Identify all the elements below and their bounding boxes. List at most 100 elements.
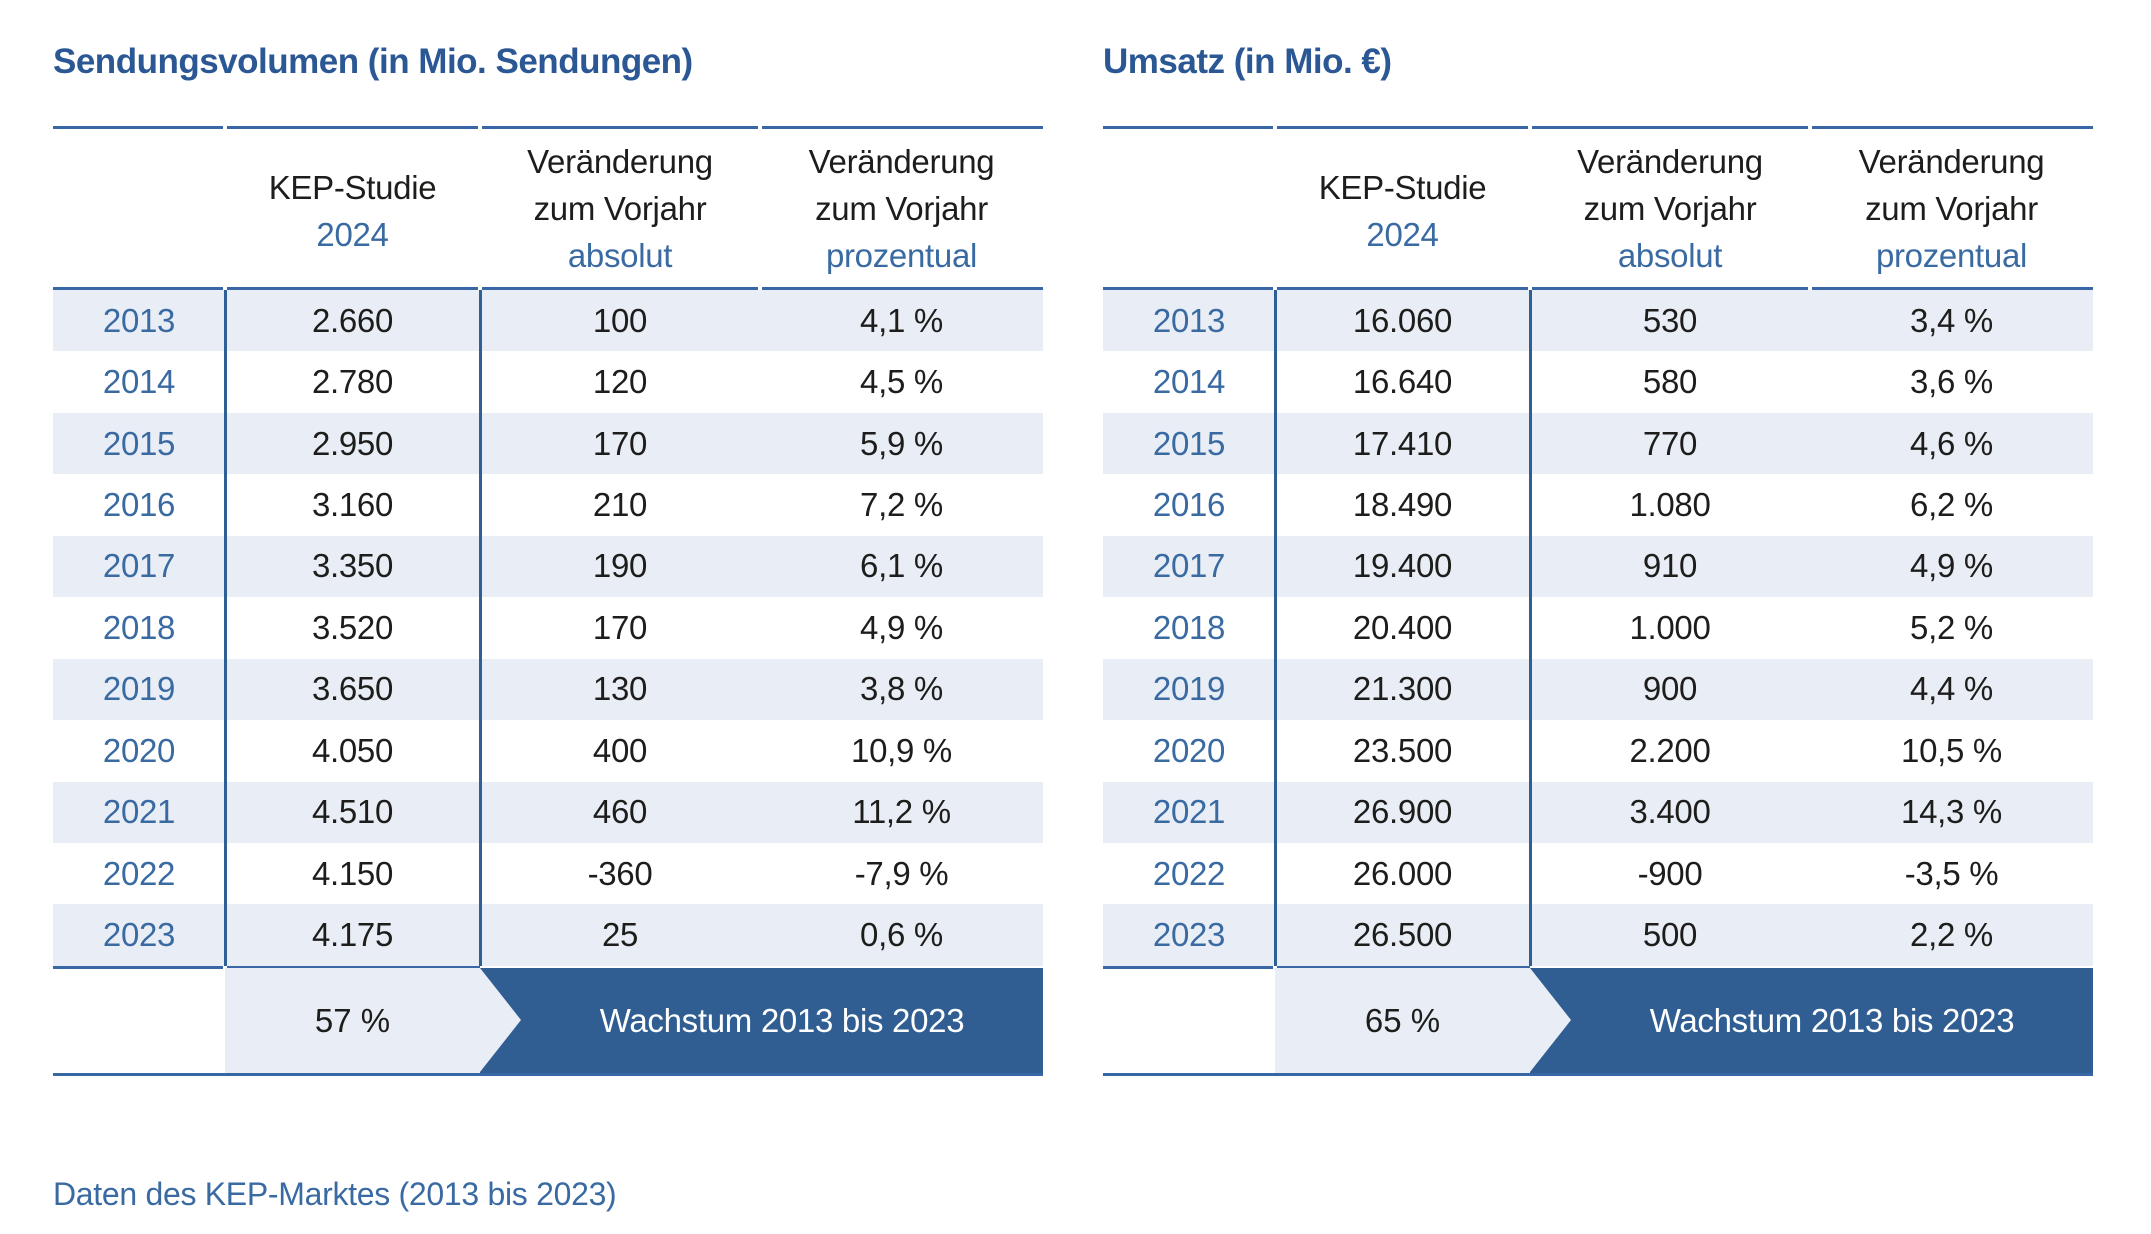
body-rule-segment — [482, 287, 758, 290]
table-header: KEP-Studie 2024 Veränderung zum Vorjahr … — [1103, 129, 2093, 287]
body-rule-segment — [1103, 287, 1273, 290]
abs-change-cell: 500 — [1642, 916, 1698, 954]
year-cell: 2017 — [1152, 547, 1226, 585]
bottom-rule — [53, 1073, 1043, 1076]
body-rule-segment — [1812, 287, 2093, 290]
pct-change-cell: 3,4 % — [1910, 301, 1993, 339]
year-cell: 2020 — [1152, 731, 1226, 769]
pct-change-cell: 5,9 % — [860, 424, 943, 462]
year-cell: 2021 — [1152, 793, 1226, 831]
growth-banner: Wachstum 2013 bis 2023 — [1530, 968, 2093, 1073]
header-percent-label: prozentual — [1875, 236, 2028, 274]
table-row: 2014 2.780 120 4,5 % — [53, 351, 1043, 412]
table-row: 2016 18.490 1.080 6,2 % — [1103, 474, 2093, 535]
abs-change-cell: 130 — [592, 670, 648, 708]
pct-change-cell: -7,9 % — [854, 854, 949, 892]
year-cell: 2013 — [102, 301, 176, 339]
year-cell: 2017 — [102, 547, 176, 585]
study-value-cell: 4.050 — [311, 731, 394, 769]
study-value-cell: 16.060 — [1352, 301, 1453, 339]
header-cell-change-percent: Veränderung zum Vorjahr prozentual — [1810, 138, 2093, 279]
abs-change-cell: 770 — [1642, 424, 1698, 462]
table-row: 2020 23.500 2.200 10,5 % — [1103, 720, 2093, 781]
table-row: 2020 4.050 400 10,9 % — [53, 720, 1043, 781]
year-cell: 2020 — [102, 731, 176, 769]
header-rule-segment — [762, 126, 1043, 129]
header-absolute-label: absolut — [567, 236, 673, 274]
abs-change-cell: 190 — [592, 547, 648, 585]
study-value-cell: 20.400 — [1352, 608, 1453, 646]
abs-change-cell: 900 — [1642, 670, 1698, 708]
header-study-name: KEP-Studie — [268, 169, 437, 206]
pct-change-cell: 4,5 % — [860, 363, 943, 401]
pct-change-cell: 10,9 % — [851, 731, 952, 769]
abs-change-cell: 25 — [601, 916, 639, 954]
header-rule-segment — [482, 126, 758, 129]
body-rule-segment — [227, 287, 478, 290]
column-divider — [224, 290, 227, 966]
growth-banner-label: Wachstum 2013 bis 2023 — [1649, 1001, 2015, 1039]
study-value-cell: 18.490 — [1352, 486, 1453, 524]
abs-change-cell: 910 — [1642, 547, 1698, 585]
year-cell: 2023 — [1152, 916, 1226, 954]
header-study-year: 2024 — [1366, 216, 1439, 253]
pct-change-cell: 0,6 % — [860, 916, 943, 954]
year-cell: 2021 — [102, 793, 176, 831]
table-row: 2017 19.400 910 4,9 % — [1103, 535, 2093, 598]
study-value-cell: 23.500 — [1352, 731, 1453, 769]
header-cell-study: KEP-Studie 2024 — [225, 158, 480, 258]
footer-rule-segment — [1277, 966, 1530, 969]
growth-value: 57 % — [225, 968, 480, 1073]
study-value-cell: 2.660 — [311, 301, 394, 339]
year-cell: 2016 — [102, 486, 176, 524]
pct-change-cell: 3,8 % — [860, 670, 943, 708]
abs-change-cell: 1.000 — [1629, 608, 1711, 646]
pct-change-cell: 10,5 % — [1901, 731, 2002, 769]
table-row: 2018 3.520 170 4,9 % — [53, 597, 1043, 658]
growth-banner: Wachstum 2013 bis 2023 — [480, 968, 1043, 1073]
study-value-cell: 3.650 — [311, 670, 394, 708]
abs-change-cell: 3.400 — [1629, 793, 1711, 831]
abs-change-cell: 170 — [592, 424, 648, 462]
table-row: 2013 16.060 530 3,4 % — [1103, 290, 2093, 352]
body-rule-segment — [762, 287, 1043, 290]
pct-change-cell: -3,5 % — [1904, 854, 1999, 892]
year-cell: 2019 — [1152, 670, 1226, 708]
table-row: 2015 17.410 770 4,6 % — [1103, 412, 2093, 475]
abs-change-cell: 120 — [592, 363, 648, 401]
column-divider — [1529, 290, 1532, 966]
study-value-cell: 19.400 — [1352, 547, 1453, 585]
pct-change-cell: 6,1 % — [860, 547, 943, 585]
header-change-line2: zum Vorjahr — [1865, 189, 2038, 227]
figure-caption: Daten des KEP-Marktes (2013 bis 2023) — [53, 1176, 617, 1212]
summary-row: Wachstum 2013 bis 2023 65 % — [1103, 968, 2093, 1073]
table-title: Sendungsvolumen (in Mio. Sendungen) — [53, 42, 693, 81]
table-title: Umsatz (in Mio. €) — [1103, 42, 1392, 81]
summary-row: Wachstum 2013 bis 2023 57 % — [53, 968, 1043, 1073]
study-value-cell: 26.000 — [1352, 854, 1453, 892]
study-value-cell: 26.500 — [1352, 916, 1453, 954]
header-change-line2: zum Vorjahr — [815, 189, 988, 227]
growth-banner-label: Wachstum 2013 bis 2023 — [599, 1001, 965, 1039]
table-row: 2021 4.510 460 11,2 % — [53, 781, 1043, 843]
abs-change-cell: -360 — [587, 854, 653, 892]
year-cell: 2016 — [1152, 486, 1226, 524]
study-value-cell: 2.950 — [311, 424, 394, 462]
abs-change-cell: 2.200 — [1629, 731, 1711, 769]
study-value-cell: 4.510 — [311, 793, 394, 831]
abs-change-cell: 530 — [1642, 301, 1698, 339]
study-value-cell: 2.780 — [311, 363, 394, 401]
study-value-cell: 4.150 — [311, 854, 394, 892]
study-value-cell: 3.160 — [311, 486, 394, 524]
abs-change-cell: 170 — [592, 608, 648, 646]
pct-change-cell: 7,2 % — [860, 486, 943, 524]
pct-change-cell: 6,2 % — [1910, 486, 1993, 524]
header-change-line1: Veränderung — [527, 142, 713, 180]
header-cell-study: KEP-Studie 2024 — [1275, 158, 1530, 258]
header-absolute-label: absolut — [1617, 236, 1723, 274]
body-rule-segment — [1277, 287, 1528, 290]
header-rule-segment — [1532, 126, 1808, 129]
header-cell-change-absolute: Veränderung zum Vorjahr absolut — [480, 138, 760, 279]
header-study-name: KEP-Studie — [1318, 169, 1487, 206]
